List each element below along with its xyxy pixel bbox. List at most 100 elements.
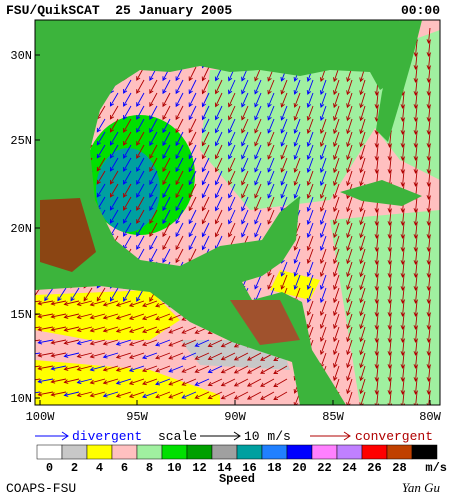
wind-arrow <box>44 287 54 302</box>
colorbar-box <box>211 444 238 460</box>
wind-arrow <box>128 378 145 385</box>
colorbar-tick-label: 0 <box>46 461 53 475</box>
map-area <box>35 20 440 405</box>
wind-arrow <box>220 378 236 387</box>
wind-arrow <box>333 79 340 96</box>
wind-arrow <box>214 118 223 134</box>
legend: divergent scale 10 m/s convergent <box>35 429 433 444</box>
axes: 30N 25N 20N 15N 10N 100W 95W 90W 85W 80W <box>10 49 441 424</box>
colorbar-tick-label: 22 <box>317 461 331 475</box>
wind-arrow <box>413 66 419 83</box>
wind-arrow <box>37 313 54 319</box>
wind-arrow <box>149 105 158 121</box>
wind-arrow <box>387 222 393 239</box>
wind-arrow <box>201 157 210 173</box>
wind-arrow <box>254 131 262 147</box>
wind-arrow <box>426 339 432 356</box>
wind-arrow <box>89 326 106 333</box>
wind-arrow <box>387 209 393 226</box>
wind-arrow <box>162 170 171 186</box>
wind-arrow <box>359 261 366 278</box>
wind-arrow <box>293 235 301 251</box>
wind-arrow <box>181 365 197 373</box>
wind-arrow <box>359 105 366 122</box>
wind-arrow <box>306 274 314 290</box>
wind-arrow <box>89 300 106 307</box>
wind-arrow <box>306 248 314 264</box>
wind-arrow <box>128 300 145 307</box>
wind-arrow <box>149 79 158 95</box>
colorbar-box <box>361 444 388 460</box>
wind-arrow <box>233 352 249 361</box>
wind-arrow <box>123 131 132 146</box>
wind-arrow <box>50 339 67 345</box>
wind-arrow <box>387 261 393 278</box>
wind-arrow <box>89 352 106 359</box>
wind-arrow <box>50 326 67 332</box>
wind-arrow <box>374 274 380 291</box>
wind-arrow <box>155 365 171 373</box>
wind-arrow <box>359 248 366 265</box>
wind-arrow <box>426 144 432 161</box>
wind-arrow <box>162 209 171 225</box>
wind-arrow <box>426 105 432 122</box>
wind-arrow <box>115 365 132 372</box>
colorbar-box <box>36 444 63 460</box>
wind-arrow <box>201 222 210 238</box>
wind-arrow <box>346 274 353 291</box>
wind-arrow <box>89 313 106 320</box>
wind-arrow <box>319 183 327 200</box>
wind-arrow <box>333 170 340 187</box>
wind-arrow <box>37 300 54 306</box>
wind-arrow <box>123 209 132 224</box>
wind-arrow <box>188 157 197 173</box>
wind-arrow <box>188 183 197 199</box>
wind-arrow <box>162 105 171 121</box>
wind-arrow <box>374 209 380 226</box>
wind-arrow <box>175 183 184 199</box>
wind-arrow <box>35 339 41 342</box>
wind-arrow <box>267 144 275 160</box>
wind-arrow <box>149 222 158 238</box>
wind-arrow <box>102 339 119 346</box>
wind-arrow <box>413 170 419 187</box>
wind-arrow <box>413 326 419 343</box>
lat-label: 25N <box>10 134 32 148</box>
wind-arrow <box>136 183 145 198</box>
wind-arrow <box>194 339 210 347</box>
wind-arrow <box>109 105 119 120</box>
wind-arrow <box>228 170 236 186</box>
wind-arrow <box>233 378 249 387</box>
wind-arrow <box>228 183 236 199</box>
wind-arrow <box>175 170 184 186</box>
wind-arrow <box>96 118 106 133</box>
wind-arrow <box>123 157 132 172</box>
wind-arrow <box>333 235 340 252</box>
wind-arrow <box>175 144 184 160</box>
wind-arrow <box>400 131 406 148</box>
wind-arrow <box>400 365 406 382</box>
wind-arrow <box>102 313 119 320</box>
wind-arrow <box>188 118 197 134</box>
wind-arrow <box>346 287 353 304</box>
wind-arrow <box>333 287 340 304</box>
colorbar-tick-label: 28 <box>392 461 406 475</box>
wind-arrow <box>413 157 419 174</box>
wind-arrow <box>181 352 197 360</box>
wind-arrow <box>136 235 145 250</box>
wind-arrow <box>35 391 41 394</box>
wind-arrow <box>413 131 419 148</box>
wind-arrow <box>109 118 119 133</box>
wind-arrow <box>359 144 366 161</box>
wind-arrow <box>413 118 419 135</box>
wind-arrow <box>168 326 184 334</box>
wind-arrow <box>168 365 184 373</box>
wind-arrow <box>188 66 197 82</box>
wind-arrow <box>162 79 171 95</box>
wind-arrow <box>162 183 171 199</box>
wind-arrow <box>319 235 327 252</box>
wind-arrow <box>214 131 223 147</box>
colorbar-box <box>311 444 338 460</box>
colorbar-tick-label: 4 <box>96 461 103 475</box>
wind-arrow <box>246 352 262 361</box>
